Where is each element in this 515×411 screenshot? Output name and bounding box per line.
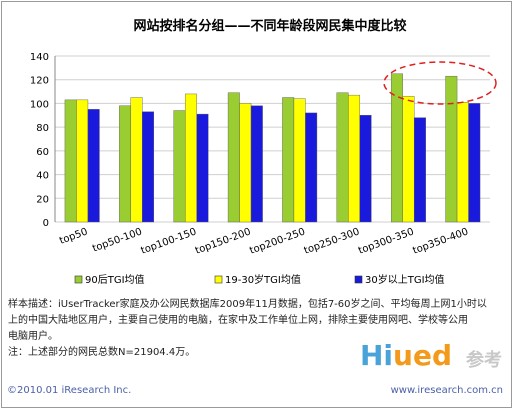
x-tick-label: top200-250 — [248, 226, 306, 256]
y-tick-label: 100 — [30, 99, 49, 110]
logo-cn-text: 参考 — [466, 350, 502, 371]
logo-hi: Hi — [360, 339, 394, 372]
bar — [402, 96, 415, 223]
x-tick-label: top150-200 — [194, 226, 252, 256]
y-tick-label: 80 — [36, 123, 49, 134]
bar — [130, 97, 143, 223]
bar — [348, 94, 361, 223]
bar — [456, 102, 469, 223]
bar — [305, 112, 318, 223]
note-line-3: 电脑用户。 — [8, 331, 58, 342]
logo-ued: ued — [393, 339, 452, 372]
y-tick-label: 120 — [30, 76, 49, 87]
y-tick-label: 60 — [36, 147, 49, 158]
legend-label: 30岁以上TGI均值 — [365, 273, 445, 286]
bar — [359, 115, 372, 223]
bar — [282, 97, 295, 223]
legend-label: 19-30岁TGI均值 — [225, 273, 301, 286]
bar — [445, 75, 458, 223]
chart: 网站按排名分组——不同年龄段网民集中度比较 0 20 40 60 80 100 120 140… — [30, 18, 497, 286]
x-tick-label: top250-300 — [303, 226, 361, 256]
hiued-logo: Hiued — [360, 342, 452, 370]
x-tick-label: top50-100 — [91, 226, 143, 254]
bar — [390, 73, 403, 223]
legend-swatch — [214, 275, 223, 284]
legend-label: 90后TGI均值 — [85, 273, 145, 286]
x-tick-label: top350-400 — [411, 226, 469, 256]
bar — [227, 92, 240, 223]
bar — [76, 99, 89, 223]
note-line-4: 注：上述部分的网民总数N=21904.4万。 — [8, 347, 196, 358]
bar — [250, 105, 263, 223]
bar — [239, 103, 252, 223]
bar — [119, 105, 132, 223]
bar — [142, 111, 155, 223]
y-tick-label: 0 — [43, 218, 49, 229]
y-tick-label: 20 — [36, 194, 49, 205]
legend-swatch — [74, 275, 83, 284]
copyright: ©2010.01 iResearch Inc. — [7, 385, 132, 396]
x-tick-label: top300-350 — [357, 226, 415, 256]
bar — [173, 110, 186, 223]
note-line-1: 样本描述：iUserTracker家庭及办公网民数据库2009年11月数据，包括… — [8, 299, 487, 310]
bar — [196, 113, 209, 223]
highlight-ellipse — [383, 61, 497, 105]
bar — [87, 109, 100, 223]
sample-description: 样本描述：iUserTracker家庭及办公网民数据库2009年11月数据，包括… — [8, 297, 508, 361]
y-tick-label: 40 — [36, 171, 49, 182]
website: www.iresearch.com.cn — [390, 385, 503, 396]
bar — [293, 98, 306, 223]
legend-swatch — [354, 275, 363, 284]
x-tick-label: top100-150 — [140, 226, 198, 256]
bar — [64, 99, 77, 223]
y-tick-label: 140 — [30, 52, 49, 63]
bar — [468, 103, 481, 223]
note-line-2: 上的中国大陆地区用户，主要自己使用的电脑，在家中及工作单位上网，排除主要使用网吧… — [8, 315, 468, 326]
chart-title: 网站按排名分组——不同年龄段网民集中度比较 — [133, 18, 406, 34]
x-tick-label: top50 — [58, 226, 89, 246]
bar — [184, 93, 197, 223]
bar — [336, 92, 349, 223]
bar — [413, 117, 426, 223]
